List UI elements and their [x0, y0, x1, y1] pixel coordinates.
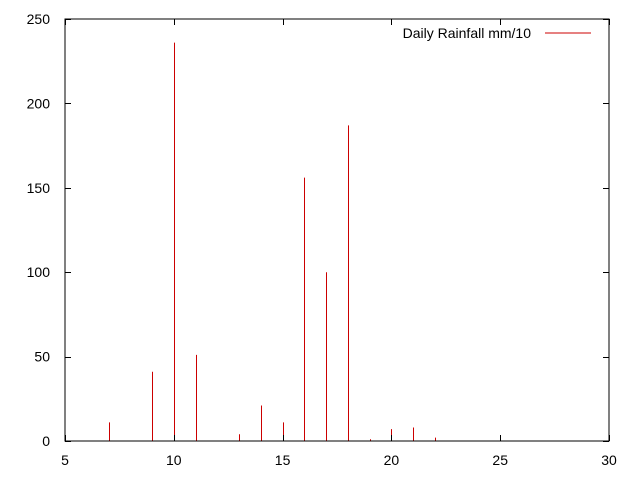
x-tick-label: 25	[492, 452, 508, 468]
axis-tick-labels: 5 10 15 20 25 30 0 50 100 150 200 250	[27, 11, 617, 468]
x-tick-label: 15	[275, 452, 291, 468]
y-tick-label: 250	[27, 11, 51, 27]
y-tick-label: 150	[27, 180, 51, 196]
x-tick-label: 30	[601, 452, 617, 468]
y-tick-label: 0	[42, 433, 50, 449]
series-impulses	[109, 42, 436, 441]
x-tick-label: 10	[166, 452, 182, 468]
plot-border	[64, 18, 610, 442]
y-tick-label: 100	[27, 264, 51, 280]
x-tick-label: 20	[384, 452, 400, 468]
y-tick-label: 50	[34, 349, 50, 365]
y-tick-label: 200	[27, 95, 51, 111]
x-tick-label: 5	[61, 452, 69, 468]
legend: Daily Rainfall mm/10	[403, 25, 591, 41]
axis-ticks	[65, 19, 610, 442]
legend-label: Daily Rainfall mm/10	[403, 25, 532, 41]
